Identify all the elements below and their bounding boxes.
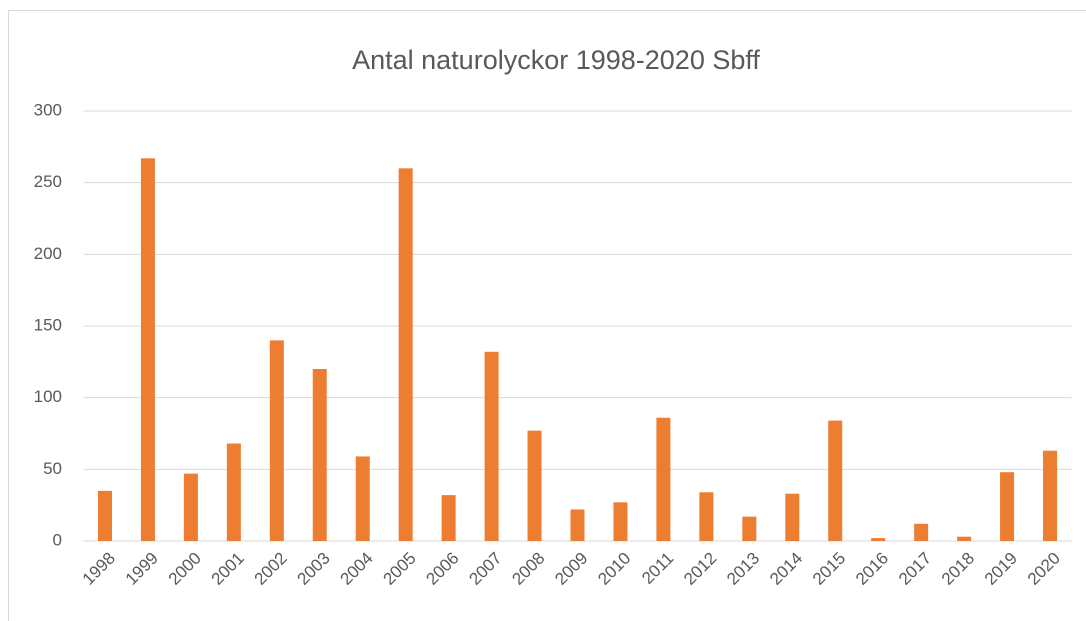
bar (699, 492, 714, 541)
y-tick-label: 200 (34, 244, 62, 263)
bar (613, 502, 628, 541)
bar (226, 443, 241, 541)
chart-title: Antal naturolyckor 1998-2020 Sbff (352, 45, 760, 75)
bar (957, 536, 972, 541)
y-tick-label: 150 (34, 315, 62, 334)
y-tick-label: 0 (53, 530, 62, 549)
bar (742, 516, 757, 541)
bar (785, 493, 800, 541)
bar (441, 495, 456, 541)
bar (269, 340, 284, 541)
bar (183, 473, 198, 541)
bar (570, 509, 585, 541)
bar (871, 538, 886, 541)
bar (656, 417, 671, 541)
bar (914, 523, 929, 541)
y-tick-label: 300 (34, 100, 62, 119)
bar (527, 430, 542, 541)
bar (355, 456, 370, 541)
bar (828, 420, 843, 541)
y-tick-label: 100 (34, 387, 62, 406)
bar (484, 351, 499, 541)
bar (398, 168, 413, 542)
bar (312, 369, 327, 541)
bar (1043, 450, 1058, 541)
y-tick-label: 250 (34, 172, 62, 191)
bar (97, 490, 112, 541)
bar (140, 158, 155, 542)
bar (1000, 472, 1015, 541)
y-tick-label: 50 (43, 459, 62, 478)
